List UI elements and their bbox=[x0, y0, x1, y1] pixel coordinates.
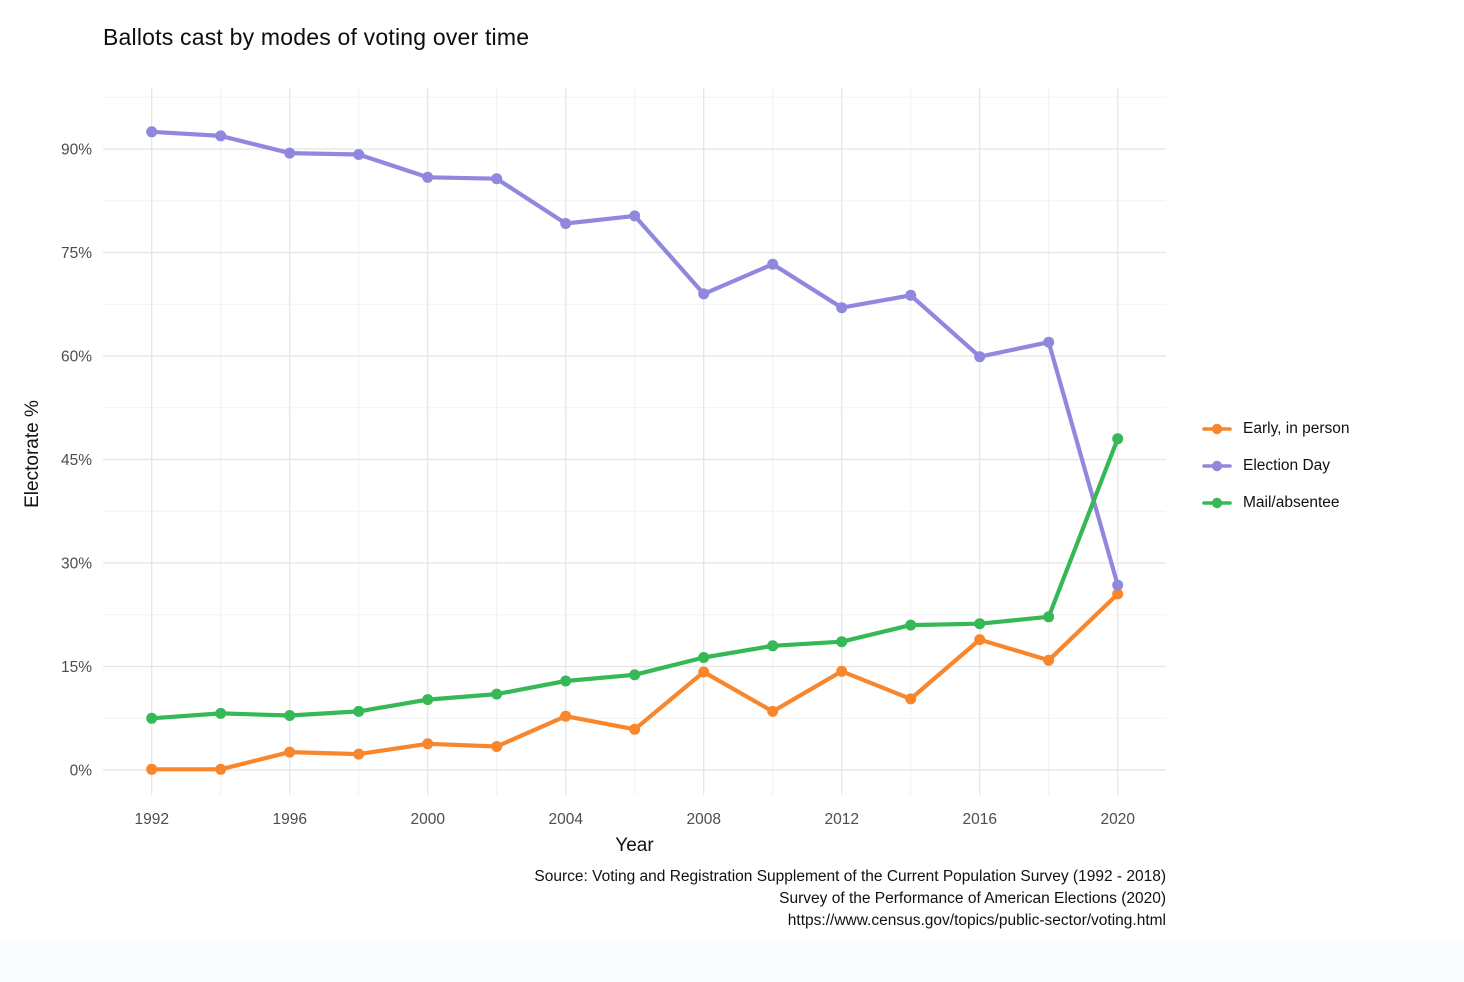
data-point bbox=[215, 707, 227, 719]
data-point bbox=[905, 619, 917, 631]
x-tick-label: 1992 bbox=[134, 811, 168, 828]
data-point bbox=[284, 710, 296, 721]
data-point bbox=[629, 210, 641, 222]
data-point bbox=[1043, 336, 1055, 348]
data-point bbox=[836, 665, 848, 677]
data-point bbox=[836, 636, 848, 648]
legend-item-early-in-person: Early, in person bbox=[1202, 417, 1350, 440]
y-tick-label: 90% bbox=[61, 142, 92, 159]
y-tick-label: 75% bbox=[61, 245, 92, 262]
legend-key-icon bbox=[1202, 497, 1232, 508]
data-point bbox=[1112, 433, 1124, 445]
data-point bbox=[146, 763, 158, 775]
data-point bbox=[905, 693, 917, 705]
data-point bbox=[1112, 579, 1124, 591]
legend-label: Mail/absentee bbox=[1243, 493, 1340, 511]
data-point bbox=[905, 289, 917, 301]
y-tick-label: 0% bbox=[70, 763, 93, 780]
y-tick-label: 30% bbox=[61, 556, 92, 573]
legend-label: Election Day bbox=[1243, 456, 1331, 474]
x-tick-label: 2012 bbox=[824, 811, 858, 828]
data-point bbox=[836, 302, 848, 314]
source-caption: Source: Voting and Registration Suppleme… bbox=[534, 866, 1166, 932]
data-point bbox=[422, 171, 434, 183]
legend-key-icon bbox=[1202, 423, 1232, 434]
data-point bbox=[629, 669, 641, 681]
chart-title: Ballots cast by modes of voting over tim… bbox=[103, 24, 530, 50]
data-point bbox=[629, 723, 641, 735]
data-point bbox=[767, 705, 779, 717]
caption-line-2: Survey of the Performance of American El… bbox=[779, 890, 1166, 907]
data-point bbox=[698, 666, 710, 678]
caption-line-1: Source: Voting and Registration Suppleme… bbox=[534, 868, 1166, 885]
x-tick-label: 2000 bbox=[410, 811, 445, 828]
data-point bbox=[698, 288, 710, 300]
data-point bbox=[215, 763, 227, 775]
y-tick-label: 15% bbox=[61, 659, 92, 676]
caption-line-3: https://www.census.gov/topics/public-sec… bbox=[787, 912, 1166, 929]
data-point bbox=[215, 130, 227, 142]
points-election-day bbox=[146, 126, 1124, 591]
data-point bbox=[146, 712, 158, 724]
y-tick-label: 60% bbox=[61, 349, 92, 366]
gridlines-minor bbox=[103, 88, 1166, 795]
x-tick-label: 2020 bbox=[1100, 811, 1135, 828]
data-point bbox=[560, 710, 572, 722]
points-mail-absentee bbox=[146, 433, 1124, 724]
x-axis-title: Year bbox=[615, 835, 654, 856]
legend-key-icon bbox=[1202, 460, 1232, 471]
series-points bbox=[146, 126, 1124, 775]
data-point bbox=[353, 149, 365, 160]
x-tick-label: 2008 bbox=[686, 811, 720, 828]
data-point bbox=[560, 218, 572, 229]
data-point bbox=[560, 675, 572, 687]
y-tick-label: 45% bbox=[61, 452, 92, 469]
data-point bbox=[767, 258, 779, 270]
points-early-in-person bbox=[146, 588, 1124, 775]
x-tick-label: 1996 bbox=[272, 811, 306, 828]
axis-tick-labels: 0% 15% 30% 45% 60% 75% 90% 1992 1996 2000 2004 2008… bbox=[61, 142, 1135, 829]
data-point bbox=[698, 652, 710, 663]
footer-strip bbox=[0, 941, 1464, 982]
data-point bbox=[491, 173, 503, 185]
data-point bbox=[1043, 654, 1055, 666]
data-point bbox=[284, 746, 296, 758]
data-point bbox=[1043, 611, 1055, 623]
data-point bbox=[974, 351, 986, 363]
y-axis-title: Electorate % bbox=[22, 400, 43, 508]
data-point bbox=[491, 741, 503, 752]
legend-label: Early, in person bbox=[1243, 419, 1350, 437]
data-point bbox=[146, 126, 158, 138]
x-tick-label: 2004 bbox=[548, 811, 583, 828]
data-point bbox=[422, 738, 434, 750]
data-point bbox=[353, 748, 365, 760]
data-point bbox=[284, 147, 296, 159]
data-point bbox=[974, 618, 986, 630]
data-point bbox=[353, 705, 365, 717]
legend-item-mail-absentee: Mail/absentee bbox=[1202, 491, 1350, 514]
data-point bbox=[491, 688, 503, 700]
data-point bbox=[767, 640, 779, 652]
data-point bbox=[422, 694, 434, 706]
data-point bbox=[1112, 588, 1124, 600]
data-point bbox=[974, 634, 986, 646]
x-tick-label: 2016 bbox=[962, 811, 996, 828]
legend-item-election-day: Election Day bbox=[1202, 454, 1350, 477]
legend: Early, in person Election Day Mail/absente… bbox=[1202, 417, 1350, 514]
